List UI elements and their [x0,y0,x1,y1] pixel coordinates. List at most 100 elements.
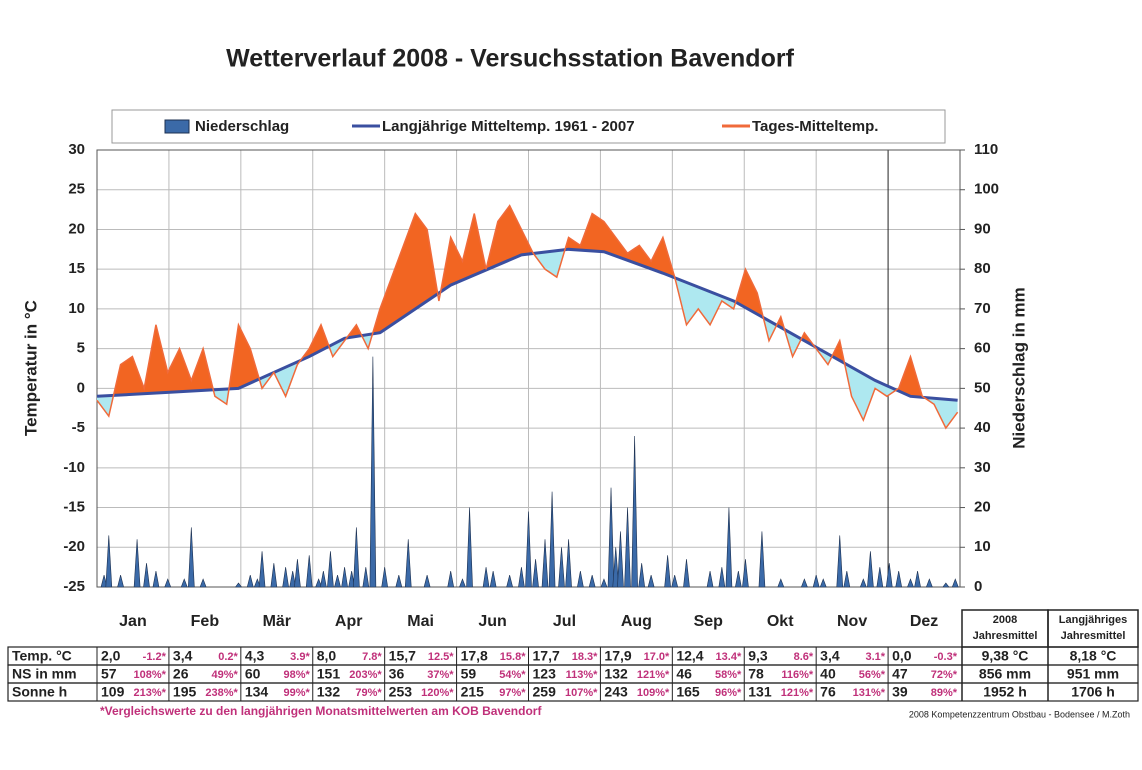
precip-spike [270,563,278,588]
precip-spike [353,527,360,588]
precip-spike [758,531,766,588]
cell-value: 259 [533,684,557,700]
cell-percent: 113%* [566,669,599,681]
cell-value: 59 [461,666,477,682]
cell-percent: 131%* [853,687,886,699]
precip-spike [914,571,921,588]
y-tick-label: 15 [68,260,85,277]
precip-spike [800,578,808,588]
precip-spike [588,575,596,588]
precip-spike [525,511,532,588]
cell-value: 109 [101,684,125,700]
cell-value: 40 [820,666,836,682]
y-tick-label: 20 [68,220,85,237]
y2-tick-label: 90 [974,220,991,237]
precip-spike [895,571,903,588]
cell-value: 36 [389,666,405,682]
precip-spike [742,559,749,588]
row-label: Temp. °C [12,648,72,664]
y-tick-label: -10 [63,459,85,476]
cell-value: 57 [101,666,117,682]
cell-percent: 13.4* [716,651,742,663]
y2-tick-label: 110 [974,141,998,158]
precip-spike [305,555,313,588]
precip-spike [683,559,690,588]
precip-spike [282,567,289,588]
x-tick-label: Mär [263,613,291,630]
cell-value: 151 [317,666,341,682]
cell-percent: 37%* [427,669,454,681]
y-tick-label: -20 [63,538,85,555]
legend-label: Niederschlag [195,118,289,135]
cell-percent: 12.5* [428,651,454,663]
chart-title: Wetterverlauf 2008 - Versuchsstation Bav… [226,45,794,73]
cell-percent: 18.3* [572,651,598,663]
legend-label: Langjährige Mitteltemp. 1961 - 2007 [382,118,635,135]
cell-value: 2,0 [101,648,121,664]
cell-percent: 98%* [283,669,310,681]
cell-percent: 17.0* [644,651,670,663]
year-mean: 856 mm [979,666,1031,682]
cell-percent: 0.2* [218,651,238,663]
precip-spike [876,567,884,588]
cell-value: 17,8 [461,648,488,664]
cell-value: 253 [389,684,413,700]
cell-percent: 15.8* [500,651,526,663]
precip-spike [258,551,266,588]
y-tick-label: 5 [77,340,85,357]
cell-value: 4,3 [245,648,265,664]
precip-spike [234,582,243,588]
y-tick-label: 10 [68,300,85,317]
precip-spike [404,539,412,588]
cell-value: 47 [892,666,908,682]
cell-value: 76 [820,684,836,700]
precip-spike [518,567,525,588]
precip-spike [117,575,124,588]
cell-percent: 96%* [715,687,742,699]
precip-spike [381,567,389,588]
precip-spike [624,507,631,588]
x-tick-label: Apr [335,613,363,630]
precip-spike [246,575,254,588]
precip-spike [362,567,370,588]
long-mean: 1706 h [1071,684,1115,700]
cell-value: 123 [533,666,557,682]
cell-percent: 107%* [565,687,598,699]
precip-spike [812,575,820,588]
precip-spike [631,436,638,588]
precip-spike [664,555,671,588]
y-tick-label: 0 [77,379,85,396]
cell-value: 132 [604,666,628,682]
y2-tick-label: 50 [974,379,991,396]
cell-percent: 49%* [212,669,239,681]
precip-spike [289,571,297,588]
cell-percent: 108%* [133,669,166,681]
cell-value: 3,4 [173,648,193,664]
cell-value: 134 [245,684,269,700]
precip-spike [199,578,207,588]
precip-spike [577,571,584,588]
precip-spike [319,571,327,588]
x-tick-label: Aug [621,613,652,630]
x-tick-label: Jun [478,613,506,630]
precip-spike [506,575,514,588]
cell-value: 9,3 [748,648,768,664]
precip-spike [907,578,914,588]
precip-spike [541,539,549,588]
precip-spike [843,571,851,588]
x-tick-label: Mai [407,613,434,630]
precip-spike [369,356,377,588]
year-mean: 9,38 °C [982,648,1029,664]
precip-spike [294,559,301,588]
precip-spike [859,578,867,588]
precip-spike [180,578,188,588]
y-axis-label: Temperatur in °C [21,300,40,436]
table-header: Langjähriges [1059,614,1127,626]
legend-label: Tages-Mitteltemp. [752,118,878,135]
precip-spike [315,578,323,588]
precip-spike [734,571,742,588]
cell-percent: 203%* [349,669,382,681]
cell-percent: 213%* [133,687,166,699]
